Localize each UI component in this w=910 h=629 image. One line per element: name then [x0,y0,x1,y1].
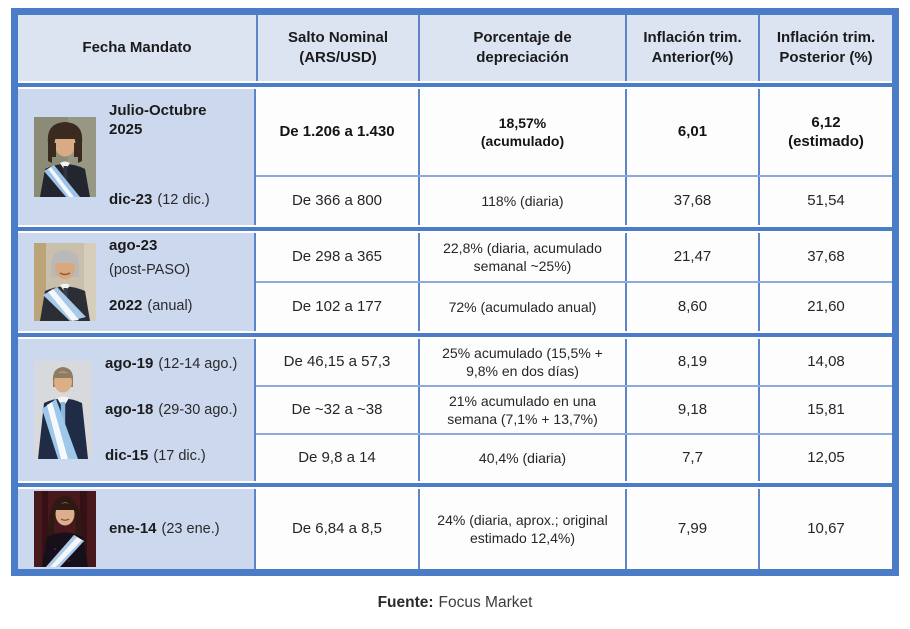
column-header-salto-nominal: Salto Nominal (ARS/USD) [256,15,418,81]
fecha-label: dic-23 (12 dic.) [109,190,210,208]
salto-cell: De 9,8 a 14 [298,449,376,467]
table-row: De 102 a 177 72% (acumulado anual) 8,60 … [256,281,892,331]
fecha-labels: ene-14 (23 ene.) [109,489,243,569]
group-rows: De 298 a 365 22,8% (diaria, acumulado se… [256,233,892,331]
column-header-inflacion-anterior: Inflación trim. Anterior(%) [625,15,758,81]
inflacion-posterior-cell: 14,08 [758,339,892,385]
fecha-label: ago-18 (29-30 ago.) [105,400,238,418]
inflacion-anterior-cell: 37,68 [625,177,758,225]
column-header-porcentaje-depreciacion: Porcentaje de depreciación [418,15,625,81]
fecha-label: ago-19 (12-14 ago.) [105,354,238,372]
table-row: De 298 a 365 22,8% (diaria, acumulado se… [256,233,892,281]
group-separator [18,483,892,487]
fecha-labels: Julio-Octubre 2025 dic-23 (12 dic.) [109,90,243,224]
fecha-mandato-cell: ago-19 (12-14 ago.) ago-18 (29-30 ago.) di… [18,339,256,481]
salto-cell: De 102 a 177 [291,298,383,316]
president-group-2: ago-23 (post-PASO) 2022 (anual) De 298 a 3… [18,233,892,331]
table-row: De 366 a 800 118% (diaria) 37,68 51,54 [256,175,892,225]
inflacion-anterior-cell: 7,7 [625,435,758,481]
inflacion-anterior-cell: 9,18 [625,387,758,433]
depreciacion-cell: 118% (diaria) [418,177,625,225]
group-rows: De 46,15 a 57,3 25% acumulado (15,5% + 9… [256,339,892,481]
depreciacion-cell: 18,57% (acumulado) [418,89,625,175]
source-caption: Fuente: Focus Market [0,594,910,612]
source-value: Focus Market [438,594,533,611]
inflacion-anterior-cell: 21,47 [625,233,758,281]
fecha-label: 2022 (anual) [109,296,193,314]
table-row: De 9,8 a 14 40,4% (diaria) 7,7 12,05 [256,433,892,481]
salto-cell: De 6,84 a 8,5 [291,520,383,538]
depreciacion-cell: 21% acumulado en una semana (7,1% + 13,7… [418,387,625,433]
depreciacion-cell: 25% acumulado (15,5% + 9,8% en dos días) [418,339,625,385]
fecha-labels: ago-23 (post-PASO) 2022 (anual) [109,234,243,330]
salto-cell: De 46,15 a 57,3 [283,353,391,371]
inflacion-posterior-cell: 21,60 [758,283,892,331]
table-header-row: Fecha Mandato Salto Nominal (ARS/USD) Po… [18,15,892,81]
inflacion-posterior-cell: 51,54 [758,177,892,225]
salto-cell: De 366 a 800 [291,192,383,210]
inflacion-posterior-cell: 6,12 (estimado) [758,89,892,175]
depreciacion-cell: 72% (acumulado anual) [418,283,625,331]
salto-cell: De 1.206 a 1.430 [279,123,395,141]
fecha-label: ago-23 (post-PASO) [109,236,191,279]
inflacion-posterior-cell: 15,81 [758,387,892,433]
president-group-1: Julio-Octubre 2025 dic-23 (12 dic.) De 1.… [18,89,892,225]
kirchner-portrait-photo [34,491,96,567]
group-rows: De 1.206 a 1.430 18,57% (acumulado) 6,01… [256,89,892,225]
table-row: De 46,15 a 57,3 25% acumulado (15,5% + 9… [256,339,892,385]
milei-portrait-photo [34,117,96,197]
column-header-fecha-mandato: Fecha Mandato [82,38,192,56]
inflacion-posterior-cell: 12,05 [758,435,892,481]
inflacion-anterior-cell: 8,60 [625,283,758,331]
fecha-mandato-cell: ago-23 (post-PASO) 2022 (anual) [18,233,256,331]
depreciacion-cell: 24% (diaria, aprox.; original estimado 1… [418,489,625,569]
inflacion-posterior-cell: 10,67 [758,489,892,569]
salto-cell: De ~32 a ~38 [291,401,383,419]
salto-cell: De 298 a 365 [291,248,383,266]
table-row: De ~32 a ~38 21% acumulado en una semana… [256,385,892,433]
group-separator [18,333,892,337]
inflacion-anterior-cell: 7,99 [625,489,758,569]
column-header-inflacion-posterior: Inflación trim. Posterior (%) [758,15,892,81]
fecha-label: ene-14 (23 ene.) [109,519,220,537]
fecha-mandato-cell: ene-14 (23 ene.) [18,489,256,569]
fecha-labels: ago-19 (12-14 ago.) ago-18 (29-30 ago.) di… [105,341,239,479]
table-row: De 1.206 a 1.430 18,57% (acumulado) 6,01… [256,89,892,175]
inflacion-posterior-cell: 37,68 [758,233,892,281]
president-group-3: ago-19 (12-14 ago.) ago-18 (29-30 ago.) di… [18,339,892,481]
group-separator [18,83,892,87]
president-group-4: ene-14 (23 ene.) De 6,84 a 8,5 24% (diari… [18,489,892,569]
fecha-mandato-cell: Julio-Octubre 2025 dic-23 (12 dic.) [18,89,256,225]
depreciacion-cell: 22,8% (diaria, acumulado semanal ~25%) [418,233,625,281]
macri-portrait-photo [34,361,92,459]
fecha-label: Julio-Octubre 2025 [109,102,207,138]
inflacion-anterior-cell: 8,19 [625,339,758,385]
depreciacion-cell: 40,4% (diaria) [418,435,625,481]
table-row: De 6,84 a 8,5 24% (diaria, aprox.; origi… [256,489,892,569]
source-label: Fuente: [377,594,434,611]
group-rows: De 6,84 a 8,5 24% (diaria, aprox.; origi… [256,489,892,569]
group-separator [18,227,892,231]
devaluation-table: Fecha Mandato Salto Nominal (ARS/USD) Po… [11,8,899,576]
inflacion-anterior-cell: 6,01 [625,89,758,175]
fernandez-portrait-photo [34,243,96,321]
fecha-label: dic-15 (17 dic.) [105,446,206,464]
